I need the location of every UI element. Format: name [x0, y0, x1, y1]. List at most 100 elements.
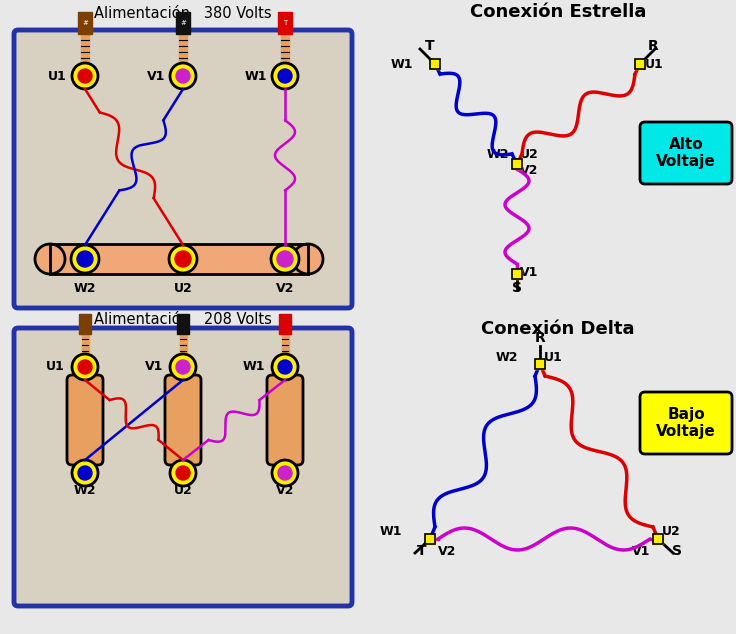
FancyBboxPatch shape [640, 122, 732, 184]
FancyBboxPatch shape [14, 328, 352, 606]
FancyBboxPatch shape [640, 392, 732, 454]
Bar [176, 12, 190, 34]
Bar [281, 34, 289, 62]
Circle shape [170, 63, 196, 89]
Text: W2: W2 [74, 281, 96, 295]
Circle shape [78, 360, 92, 374]
Text: U1: U1 [49, 70, 67, 82]
Circle shape [271, 245, 299, 273]
Bar [177, 314, 189, 334]
Bar [512, 269, 522, 279]
Text: U2: U2 [520, 148, 539, 161]
Text: T: T [425, 39, 435, 53]
Bar [535, 359, 545, 369]
Text: W1: W1 [244, 70, 267, 82]
Bar [512, 159, 522, 169]
Circle shape [77, 251, 93, 267]
Bar [535, 359, 545, 369]
Text: Alimentación   380 Volts: Alimentación 380 Volts [94, 6, 272, 22]
Bar [179, 34, 187, 62]
Bar [430, 59, 440, 69]
Text: V2: V2 [438, 545, 456, 558]
Text: U1: U1 [544, 351, 563, 364]
Circle shape [272, 460, 298, 486]
Circle shape [176, 466, 190, 480]
Text: V2: V2 [276, 484, 294, 498]
Circle shape [170, 460, 196, 486]
Text: W2: W2 [486, 148, 509, 161]
Bar [279, 314, 291, 334]
Circle shape [78, 466, 92, 480]
Circle shape [175, 251, 191, 267]
Circle shape [71, 245, 99, 273]
Text: V1: V1 [520, 266, 538, 279]
Text: W1: W1 [242, 361, 265, 373]
Text: W1: W1 [391, 58, 413, 71]
Text: T: T [417, 544, 427, 558]
Text: U2: U2 [662, 525, 681, 538]
Circle shape [272, 354, 298, 380]
Bar [430, 59, 440, 69]
Bar [653, 534, 663, 544]
Text: S: S [672, 544, 682, 558]
Text: Bajo
Voltaje: Bajo Voltaje [656, 407, 716, 439]
Text: Conexión Delta: Conexión Delta [481, 320, 634, 338]
Bar [82, 334, 89, 354]
Text: R: R [534, 331, 545, 345]
Text: Alimentación   208 Volts: Alimentación 208 Volts [94, 313, 272, 328]
Bar [635, 59, 645, 69]
Text: Conexión Estrella: Conexión Estrella [470, 3, 646, 21]
Bar [78, 12, 92, 34]
Text: U1: U1 [645, 58, 664, 71]
Bar [81, 34, 89, 62]
FancyBboxPatch shape [67, 375, 103, 465]
Circle shape [72, 460, 98, 486]
Circle shape [176, 69, 190, 83]
Bar [282, 334, 289, 354]
Text: #: # [82, 20, 88, 26]
Circle shape [170, 354, 196, 380]
Text: V1: V1 [146, 70, 165, 82]
Circle shape [176, 360, 190, 374]
Bar [512, 269, 522, 279]
Circle shape [277, 251, 293, 267]
Circle shape [278, 69, 292, 83]
FancyBboxPatch shape [14, 30, 352, 308]
Text: U1: U1 [46, 361, 65, 373]
FancyBboxPatch shape [165, 375, 201, 465]
Text: R: R [648, 39, 659, 53]
Circle shape [278, 466, 292, 480]
Circle shape [272, 63, 298, 89]
Bar [635, 59, 645, 69]
Text: T: T [283, 20, 287, 26]
Text: V2: V2 [276, 281, 294, 295]
Bar [653, 534, 663, 544]
Text: #: # [180, 20, 186, 26]
Bar [278, 12, 292, 34]
Text: S: S [512, 281, 522, 295]
Circle shape [78, 69, 92, 83]
Text: V2: V2 [520, 164, 538, 177]
Circle shape [278, 360, 292, 374]
Text: V1: V1 [145, 361, 163, 373]
Bar [79, 314, 91, 334]
Bar [180, 334, 187, 354]
Bar [425, 534, 435, 544]
FancyBboxPatch shape [267, 375, 303, 465]
Circle shape [72, 63, 98, 89]
Bar [425, 534, 435, 544]
Text: W1: W1 [380, 525, 402, 538]
Text: Alto
Voltaje: Alto Voltaje [656, 137, 716, 169]
Bar [50, 244, 308, 274]
Circle shape [35, 244, 65, 274]
Circle shape [169, 245, 197, 273]
Text: V1: V1 [631, 545, 650, 558]
Bar [512, 159, 522, 169]
Text: U2: U2 [174, 484, 192, 498]
Circle shape [293, 244, 323, 274]
Text: W2: W2 [495, 351, 518, 364]
Text: W2: W2 [74, 484, 96, 498]
Text: U2: U2 [174, 281, 192, 295]
Bar [50, 244, 308, 274]
Circle shape [72, 354, 98, 380]
